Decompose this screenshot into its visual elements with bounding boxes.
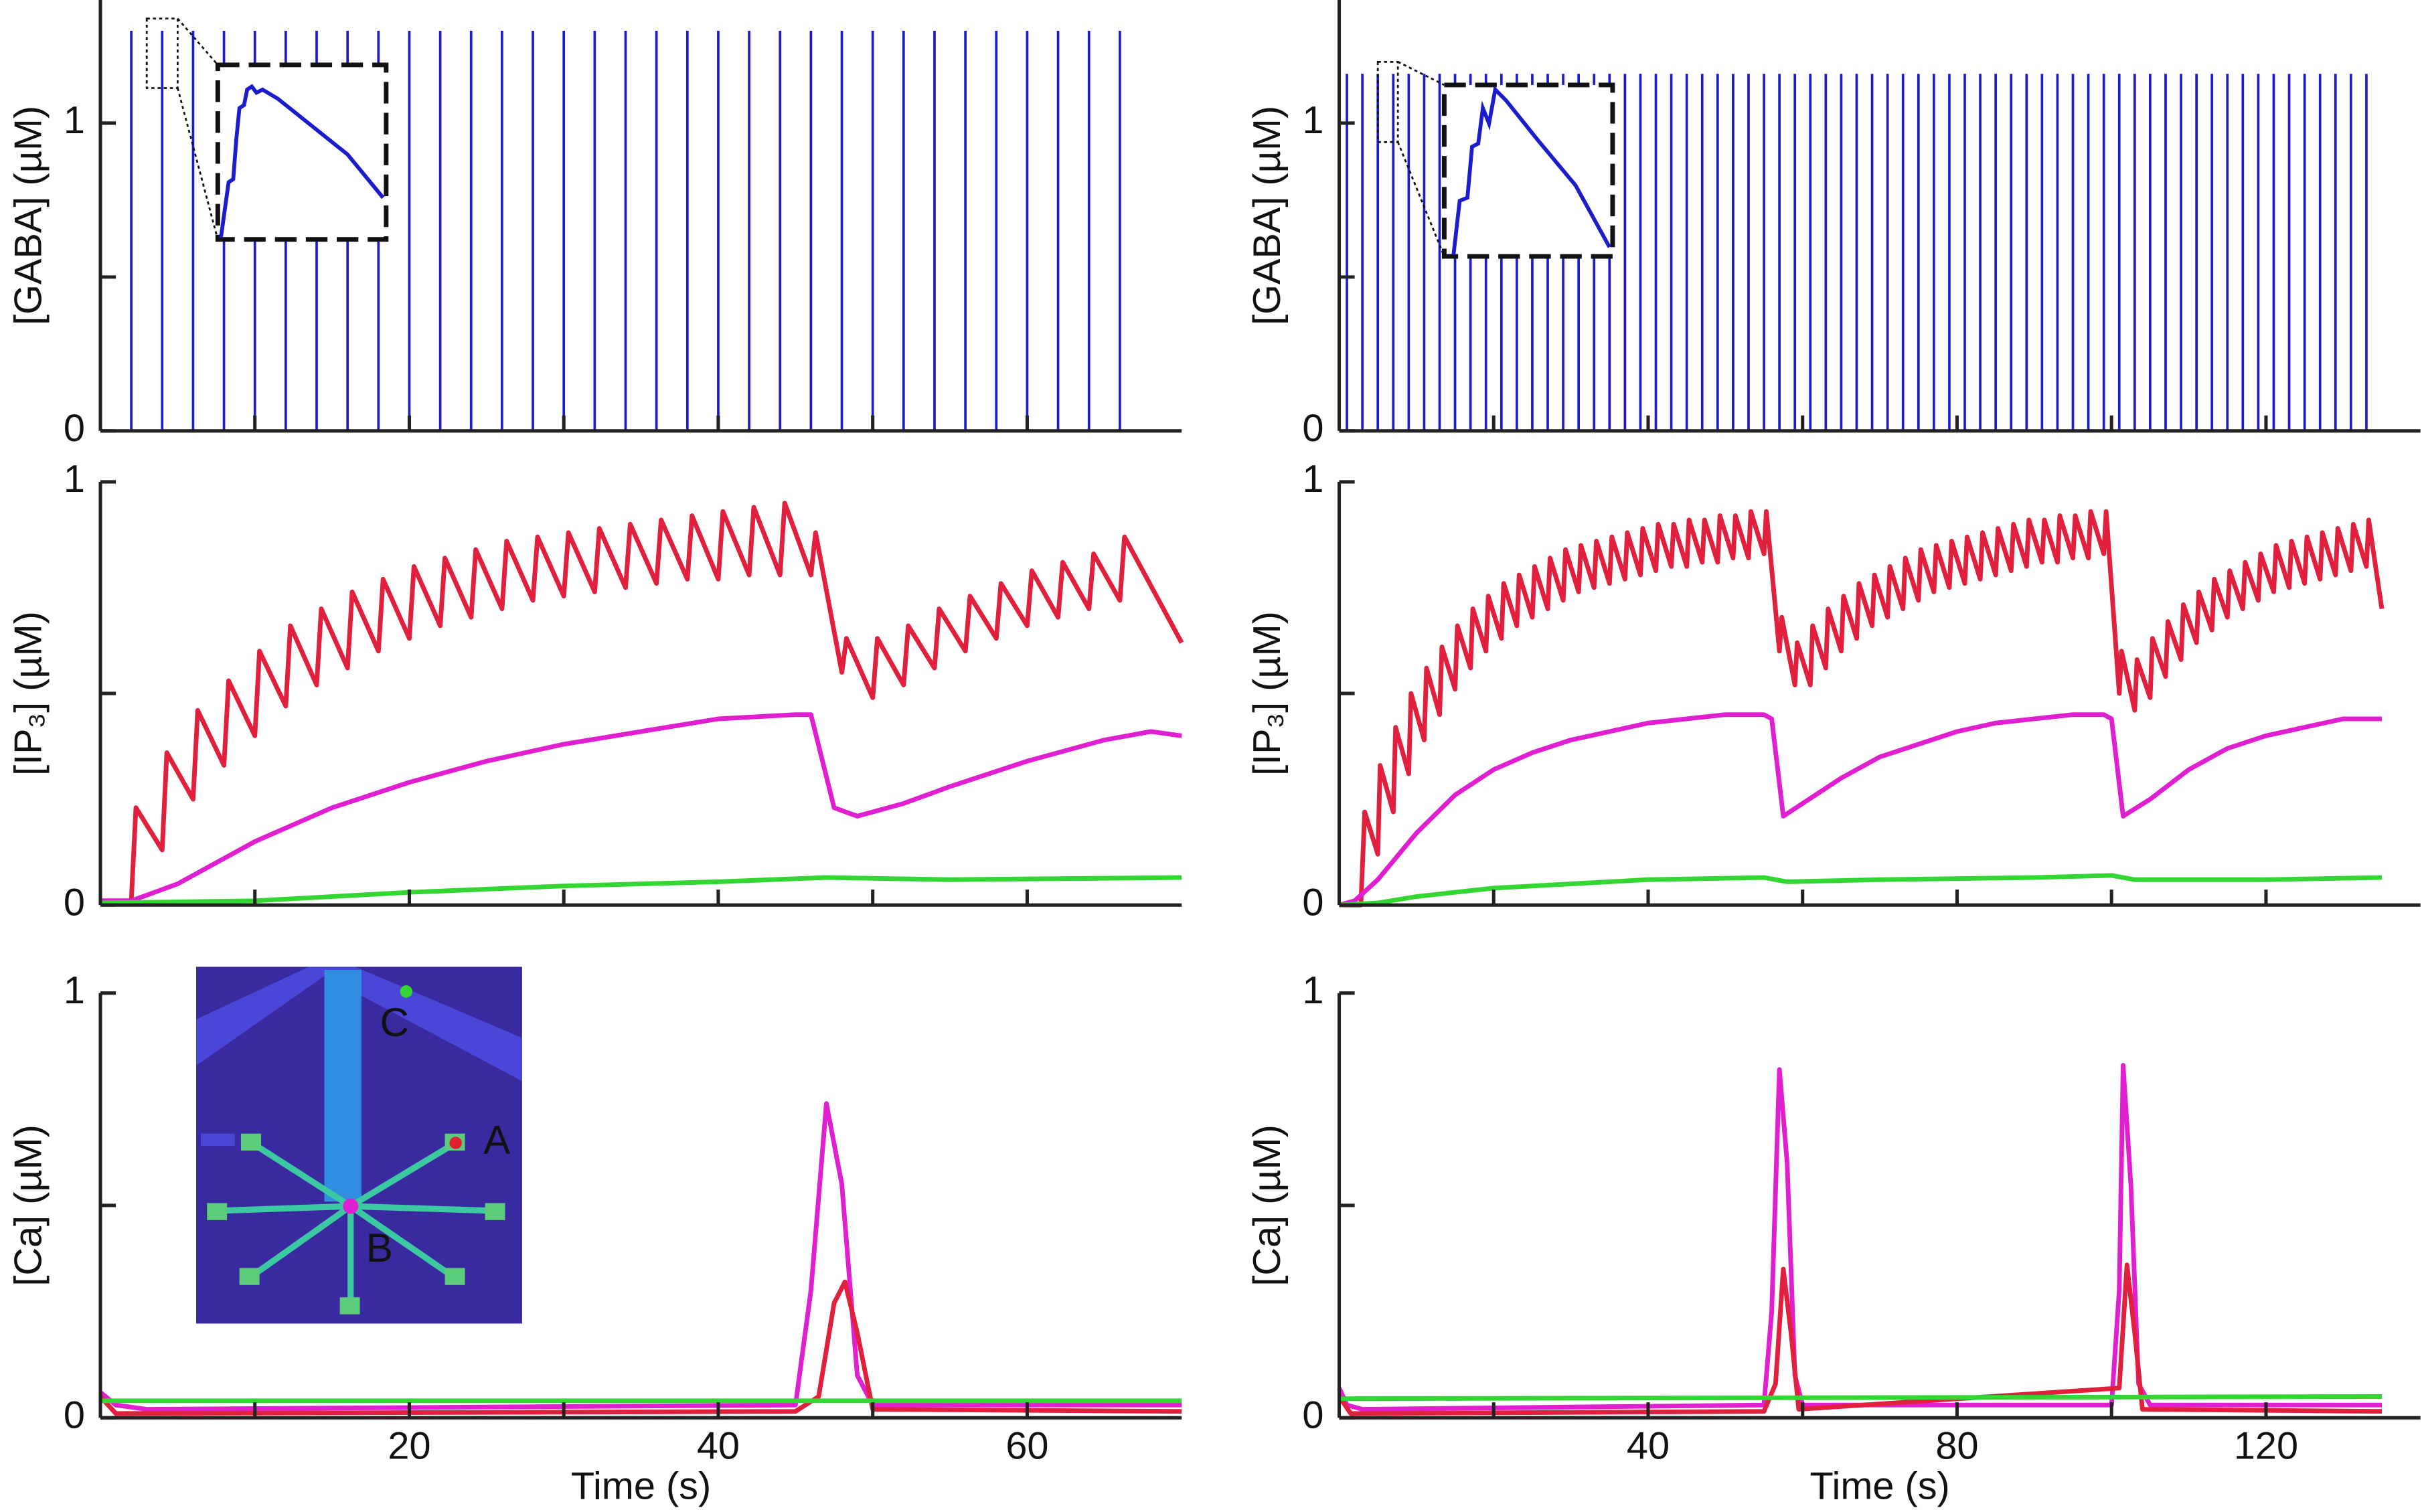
line-series [1337, 1063, 2383, 1412]
line-series [100, 875, 1182, 906]
y-tick-label: 1 [1302, 99, 1323, 142]
x-tick-label: 40 [1627, 1425, 1670, 1468]
panel: 0 1 [IP₃] (µM) [7, 458, 1184, 924]
y-tick-label: 1 [64, 458, 85, 501]
y-tick-label: 1 [64, 99, 85, 142]
y-tick-label: 1 [1302, 458, 1323, 501]
line-series [98, 1279, 1182, 1416]
x-axis-label: Time (s) [1809, 1465, 1949, 1508]
cell-image-inset: A B C [196, 967, 522, 1324]
line-series [100, 712, 1182, 904]
y-axis-label: [Ca] (µM) [1246, 1124, 1289, 1286]
inset-label: A [483, 1117, 510, 1162]
line-series [98, 1101, 1182, 1412]
y-axis-label: [IP₃] (µM) [7, 611, 50, 776]
y-tick-label: 1 [1302, 969, 1323, 1012]
line-series [1339, 509, 2385, 908]
y-axis-label: [IP₃] (µM) [1246, 611, 1289, 776]
panel: 0 1 20 40 60 [Ca] (µM) Time (s) [7, 969, 1182, 1508]
line-series [1339, 873, 2383, 908]
y-tick-label: 0 [64, 407, 85, 450]
panel: 0 1 [GABA] (µM) [1246, 0, 2421, 450]
y-axis-label: [GABA] (µM) [1246, 106, 1289, 325]
x-tick-label: 20 [388, 1425, 430, 1468]
x-tick-label: 120 [2234, 1425, 2298, 1468]
x-tick-label: 80 [1935, 1425, 1978, 1468]
panel: 0 1 40 80 120 [Ca] (µM) Time (s) [1246, 969, 2421, 1508]
y-tick-label: 0 [64, 1394, 85, 1436]
line-series [1337, 1262, 2383, 1416]
line-series [1338, 712, 2383, 908]
y-tick-label: 0 [1302, 1394, 1323, 1436]
y-axis-label: [GABA] (µM) [7, 106, 50, 325]
y-tick-label: 0 [1302, 881, 1323, 924]
x-axis-label: Time (s) [571, 1465, 711, 1508]
panel: 0 1 [IP₃] (µM) [1246, 458, 2421, 924]
y-tick-label: 0 [64, 881, 85, 924]
panel: 0 1 [GABA] (µM) [7, 0, 1182, 450]
line-series [100, 501, 1184, 904]
x-tick-label: 60 [1005, 1425, 1048, 1468]
zoom-inset-left [145, 17, 389, 242]
inset-label: B [366, 1226, 393, 1270]
line-series [1339, 1394, 2383, 1402]
x-tick-label: 40 [697, 1425, 740, 1468]
zoom-inset-right [1376, 60, 1615, 259]
y-axis-label: [Ca] (µM) [7, 1124, 50, 1286]
y-tick-label: 1 [64, 969, 85, 1012]
inset-label: C [380, 1000, 409, 1045]
y-tick-label: 0 [1302, 407, 1323, 450]
